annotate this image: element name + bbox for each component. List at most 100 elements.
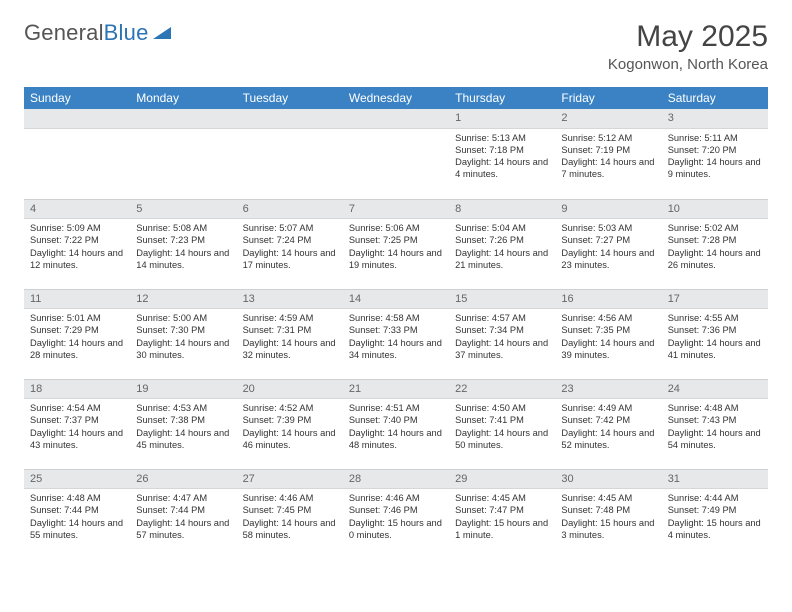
daylight-line: Daylight: 14 hours and 45 minutes. [136,427,230,452]
day-body: Sunrise: 5:13 AMSunset: 7:18 PMDaylight:… [449,129,555,185]
day-number-bar: 11 [24,290,130,310]
day-body: Sunrise: 4:55 AMSunset: 7:36 PMDaylight:… [662,309,768,365]
daylight-line: Daylight: 14 hours and 32 minutes. [243,337,337,362]
sunset-line: Sunset: 7:24 PM [243,234,337,246]
day-body: Sunrise: 4:53 AMSunset: 7:38 PMDaylight:… [130,399,236,455]
sunset-line: Sunset: 7:25 PM [349,234,443,246]
weekday-header: Sunday [24,87,130,109]
daylight-line: Daylight: 14 hours and 30 minutes. [136,337,230,362]
sunrise-line: Sunrise: 4:58 AM [349,312,443,324]
daylight-line: Daylight: 14 hours and 57 minutes. [136,517,230,542]
sunrise-line: Sunrise: 4:45 AM [561,492,655,504]
daylight-line: Daylight: 14 hours and 23 minutes. [561,247,655,272]
day-number-bar [343,109,449,129]
daylight-line: Daylight: 14 hours and 48 minutes. [349,427,443,452]
month-title: May 2025 [608,20,768,54]
header: GeneralBlue May 2025 Kogonwon, North Kor… [24,20,768,73]
daylight-line: Daylight: 14 hours and 9 minutes. [668,156,762,181]
calendar-day-cell: 30Sunrise: 4:45 AMSunset: 7:48 PMDayligh… [555,469,661,559]
day-body: Sunrise: 5:03 AMSunset: 7:27 PMDaylight:… [555,219,661,275]
sunset-line: Sunset: 7:28 PM [668,234,762,246]
daylight-line: Daylight: 15 hours and 1 minute. [455,517,549,542]
calendar-day-cell: 1Sunrise: 5:13 AMSunset: 7:18 PMDaylight… [449,109,555,199]
sunset-line: Sunset: 7:43 PM [668,414,762,426]
sunrise-line: Sunrise: 4:54 AM [30,402,124,414]
sunset-line: Sunset: 7:48 PM [561,504,655,516]
day-number-bar: 19 [130,380,236,400]
daylight-line: Daylight: 14 hours and 28 minutes. [30,337,124,362]
calendar-day-cell: 24Sunrise: 4:48 AMSunset: 7:43 PMDayligh… [662,379,768,469]
daylight-line: Daylight: 14 hours and 39 minutes. [561,337,655,362]
sunset-line: Sunset: 7:33 PM [349,324,443,336]
day-number-bar: 12 [130,290,236,310]
calendar-week-row: 25Sunrise: 4:48 AMSunset: 7:44 PMDayligh… [24,469,768,559]
day-number-bar [24,109,130,129]
day-body: Sunrise: 5:04 AMSunset: 7:26 PMDaylight:… [449,219,555,275]
sunrise-line: Sunrise: 4:51 AM [349,402,443,414]
sunset-line: Sunset: 7:37 PM [30,414,124,426]
sunrise-line: Sunrise: 5:06 AM [349,222,443,234]
day-number-bar: 9 [555,200,661,220]
sunrise-line: Sunrise: 4:55 AM [668,312,762,324]
calendar-empty-cell [130,109,236,199]
calendar-day-cell: 23Sunrise: 4:49 AMSunset: 7:42 PMDayligh… [555,379,661,469]
day-number-bar: 2 [555,109,661,129]
sunrise-line: Sunrise: 5:07 AM [243,222,337,234]
daylight-line: Daylight: 14 hours and 4 minutes. [455,156,549,181]
calendar-day-cell: 21Sunrise: 4:51 AMSunset: 7:40 PMDayligh… [343,379,449,469]
sunrise-line: Sunrise: 4:46 AM [349,492,443,504]
day-number-bar [130,109,236,129]
sunrise-line: Sunrise: 4:49 AM [561,402,655,414]
day-number-bar: 29 [449,470,555,490]
daylight-line: Daylight: 14 hours and 41 minutes. [668,337,762,362]
daylight-line: Daylight: 14 hours and 52 minutes. [561,427,655,452]
sunrise-line: Sunrise: 5:03 AM [561,222,655,234]
daylight-line: Daylight: 15 hours and 0 minutes. [349,517,443,542]
sunset-line: Sunset: 7:35 PM [561,324,655,336]
day-number-bar: 8 [449,200,555,220]
sunrise-line: Sunrise: 5:00 AM [136,312,230,324]
day-body: Sunrise: 4:50 AMSunset: 7:41 PMDaylight:… [449,399,555,455]
sunrise-line: Sunrise: 4:48 AM [30,492,124,504]
sunrise-line: Sunrise: 4:45 AM [455,492,549,504]
calendar-day-cell: 7Sunrise: 5:06 AMSunset: 7:25 PMDaylight… [343,199,449,289]
sunset-line: Sunset: 7:27 PM [561,234,655,246]
weekday-header-row: SundayMondayTuesdayWednesdayThursdayFrid… [24,87,768,109]
sunrise-line: Sunrise: 4:53 AM [136,402,230,414]
sunset-line: Sunset: 7:45 PM [243,504,337,516]
sunset-line: Sunset: 7:46 PM [349,504,443,516]
sunset-line: Sunset: 7:18 PM [455,144,549,156]
sunrise-line: Sunrise: 5:13 AM [455,132,549,144]
day-number-bar: 1 [449,109,555,129]
sunrise-line: Sunrise: 4:59 AM [243,312,337,324]
day-number-bar [237,109,343,129]
sunrise-line: Sunrise: 4:44 AM [668,492,762,504]
location: Kogonwon, North Korea [608,56,768,73]
sunrise-line: Sunrise: 4:52 AM [243,402,337,414]
calendar-day-cell: 20Sunrise: 4:52 AMSunset: 7:39 PMDayligh… [237,379,343,469]
daylight-line: Daylight: 14 hours and 55 minutes. [30,517,124,542]
logo-text-general: General [24,20,104,46]
weekday-header: Wednesday [343,87,449,109]
calendar-day-cell: 17Sunrise: 4:55 AMSunset: 7:36 PMDayligh… [662,289,768,379]
weekday-header: Saturday [662,87,768,109]
day-body: Sunrise: 4:58 AMSunset: 7:33 PMDaylight:… [343,309,449,365]
calendar-day-cell: 25Sunrise: 4:48 AMSunset: 7:44 PMDayligh… [24,469,130,559]
sunrise-line: Sunrise: 5:08 AM [136,222,230,234]
day-body: Sunrise: 4:46 AMSunset: 7:46 PMDaylight:… [343,489,449,545]
sunset-line: Sunset: 7:44 PM [136,504,230,516]
day-body: Sunrise: 4:48 AMSunset: 7:44 PMDaylight:… [24,489,130,545]
day-number-bar: 30 [555,470,661,490]
day-body: Sunrise: 4:54 AMSunset: 7:37 PMDaylight:… [24,399,130,455]
daylight-line: Daylight: 15 hours and 4 minutes. [668,517,762,542]
calendar-day-cell: 19Sunrise: 4:53 AMSunset: 7:38 PMDayligh… [130,379,236,469]
calendar-day-cell: 2Sunrise: 5:12 AMSunset: 7:19 PMDaylight… [555,109,661,199]
day-number-bar: 15 [449,290,555,310]
weekday-header: Friday [555,87,661,109]
day-body: Sunrise: 4:52 AMSunset: 7:39 PMDaylight:… [237,399,343,455]
day-body: Sunrise: 5:09 AMSunset: 7:22 PMDaylight:… [24,219,130,275]
day-number-bar: 28 [343,470,449,490]
sunrise-line: Sunrise: 4:48 AM [668,402,762,414]
day-number-bar: 10 [662,200,768,220]
sunset-line: Sunset: 7:49 PM [668,504,762,516]
